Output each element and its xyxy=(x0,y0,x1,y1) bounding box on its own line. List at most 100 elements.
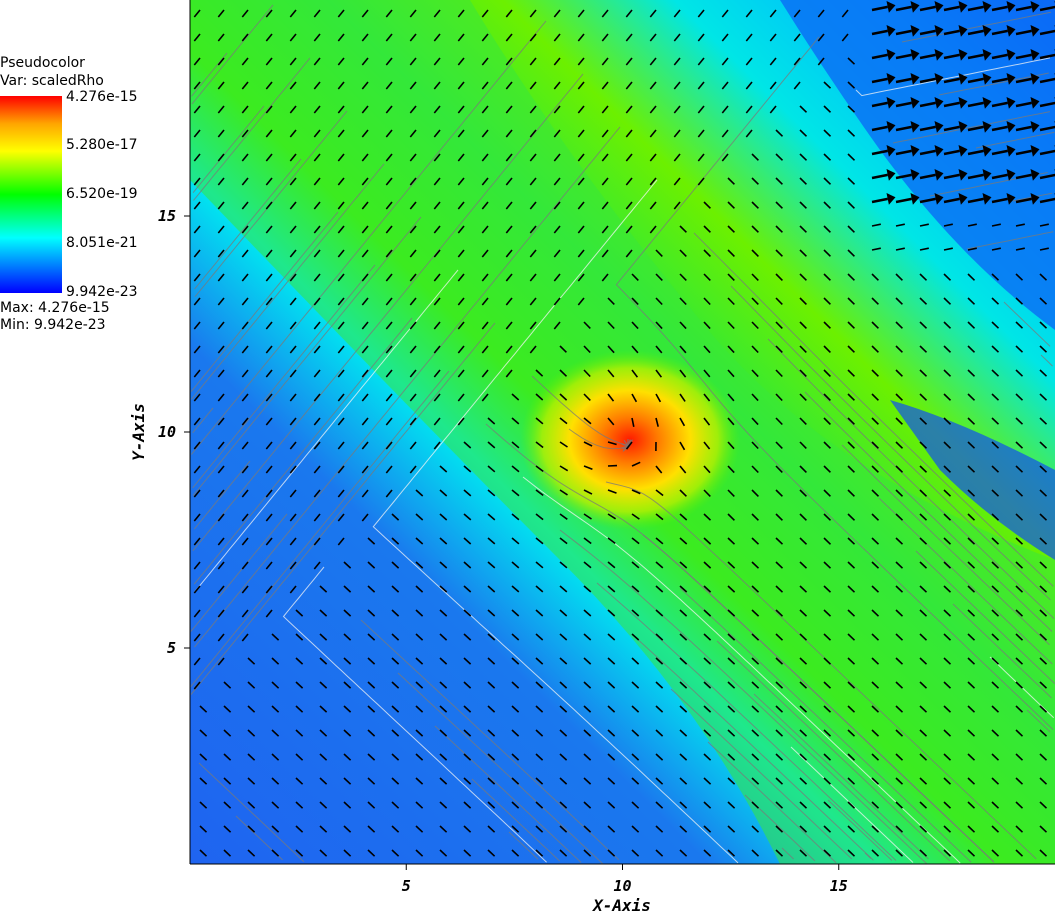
velocity-arrow xyxy=(751,801,760,809)
velocity-arrow xyxy=(679,681,688,689)
velocity-arrow xyxy=(487,537,496,545)
velocity-arrowhead xyxy=(934,97,944,109)
velocity-arrow xyxy=(289,369,297,378)
velocity-arrow xyxy=(577,297,585,306)
velocity-arrow xyxy=(751,177,759,185)
velocity-arrowhead xyxy=(934,193,944,205)
velocity-arrow xyxy=(1039,101,1055,108)
velocity-arrow xyxy=(1039,465,1048,473)
velocity-arrowhead xyxy=(934,25,944,37)
velocity-arrow xyxy=(607,825,616,833)
velocity-arrowhead xyxy=(910,193,920,205)
velocity-arrow xyxy=(751,345,759,354)
velocity-arrow xyxy=(919,585,928,593)
velocity-arrow xyxy=(991,125,1008,132)
velocity-arrow xyxy=(751,705,760,713)
velocity-arrow xyxy=(409,129,417,138)
velocity-arrow xyxy=(991,53,1008,60)
velocity-arrow xyxy=(415,633,424,641)
velocity-arrow xyxy=(217,81,225,90)
velocity-arrow xyxy=(247,657,256,665)
velocity-arrow xyxy=(799,561,808,569)
streamline xyxy=(192,264,376,489)
velocity-arrow xyxy=(721,57,729,66)
velocity-arrow xyxy=(577,153,585,162)
velocity-arrow xyxy=(217,225,225,234)
velocity-arrow xyxy=(319,705,328,713)
velocity-arrow xyxy=(601,273,609,282)
streamline xyxy=(192,73,584,552)
velocity-arrow xyxy=(241,465,249,474)
velocity-arrow xyxy=(193,225,201,234)
velocity-arrow xyxy=(607,681,616,689)
velocity-arrow xyxy=(511,657,520,665)
velocity-arrow xyxy=(337,273,345,282)
velocity-arrow xyxy=(289,465,297,474)
velocity-arrow xyxy=(703,729,712,737)
velocity-arrow xyxy=(367,705,376,713)
velocity-arrow xyxy=(631,681,640,689)
velocity-arrow xyxy=(511,393,520,401)
velocity-arrow xyxy=(337,201,345,210)
streamline xyxy=(693,232,1054,587)
velocity-arrow xyxy=(481,129,489,138)
velocity-arrow xyxy=(823,201,831,209)
velocity-arrow xyxy=(727,681,736,689)
velocity-arrow xyxy=(559,609,568,617)
velocity-arrow xyxy=(391,753,400,761)
velocity-arrowhead xyxy=(910,73,920,85)
velocity-arrow xyxy=(271,849,280,857)
velocity-arrow xyxy=(241,393,249,402)
velocity-arrowhead xyxy=(886,25,896,37)
velocity-arrow xyxy=(319,681,328,689)
velocity-arrow xyxy=(583,849,592,857)
velocity-arrow xyxy=(991,273,1000,281)
velocity-arrow xyxy=(847,177,856,185)
streamline xyxy=(434,725,582,863)
velocity-arrow xyxy=(679,753,688,761)
velocity-arrow xyxy=(847,729,856,737)
legend-tick-2: 5.280e-17 xyxy=(66,137,138,153)
velocity-arrow xyxy=(847,777,856,785)
velocity-arrow xyxy=(919,489,928,497)
velocity-arrow xyxy=(1039,345,1048,353)
velocity-arrow xyxy=(481,273,489,282)
velocity-arrow xyxy=(295,801,304,809)
velocity-arrow xyxy=(991,297,1000,305)
velocity-arrow xyxy=(385,249,393,258)
velocity-arrow xyxy=(607,513,617,520)
velocity-arrow xyxy=(289,297,297,306)
velocity-arrow xyxy=(439,753,448,761)
velocity-arrow xyxy=(343,561,352,569)
velocity-arrow xyxy=(655,273,663,281)
velocity-arrow xyxy=(1039,441,1048,449)
velocity-arrow xyxy=(487,657,496,665)
velocity-arrow xyxy=(1039,801,1048,809)
velocity-arrow xyxy=(679,369,687,378)
streamline xyxy=(864,852,872,859)
velocity-arrow xyxy=(823,393,831,401)
y-axis-title: Y-Axis xyxy=(129,403,148,461)
velocity-arrow xyxy=(367,681,376,689)
velocity-arrow xyxy=(193,177,201,186)
velocity-arrow xyxy=(487,585,496,593)
velocity-arrow xyxy=(679,777,688,785)
velocity-arrow xyxy=(535,369,544,377)
velocity-arrow xyxy=(415,513,424,521)
velocity-arrow xyxy=(1015,345,1024,353)
velocity-arrow xyxy=(847,657,856,665)
velocity-arrow xyxy=(673,201,681,210)
velocity-arrow xyxy=(553,273,561,282)
velocity-arrow xyxy=(583,657,592,665)
velocity-arrow xyxy=(343,633,352,641)
colorbar xyxy=(0,96,62,293)
velocity-arrow xyxy=(655,513,664,521)
velocity-arrow xyxy=(583,369,591,378)
velocity-arrow xyxy=(535,537,544,545)
velocity-arrow xyxy=(631,729,640,737)
velocity-arrow xyxy=(799,129,808,137)
velocity-arrowhead xyxy=(958,73,968,85)
velocity-arrow xyxy=(409,9,417,18)
velocity-arrow xyxy=(943,53,960,60)
velocity-arrow xyxy=(295,609,304,617)
